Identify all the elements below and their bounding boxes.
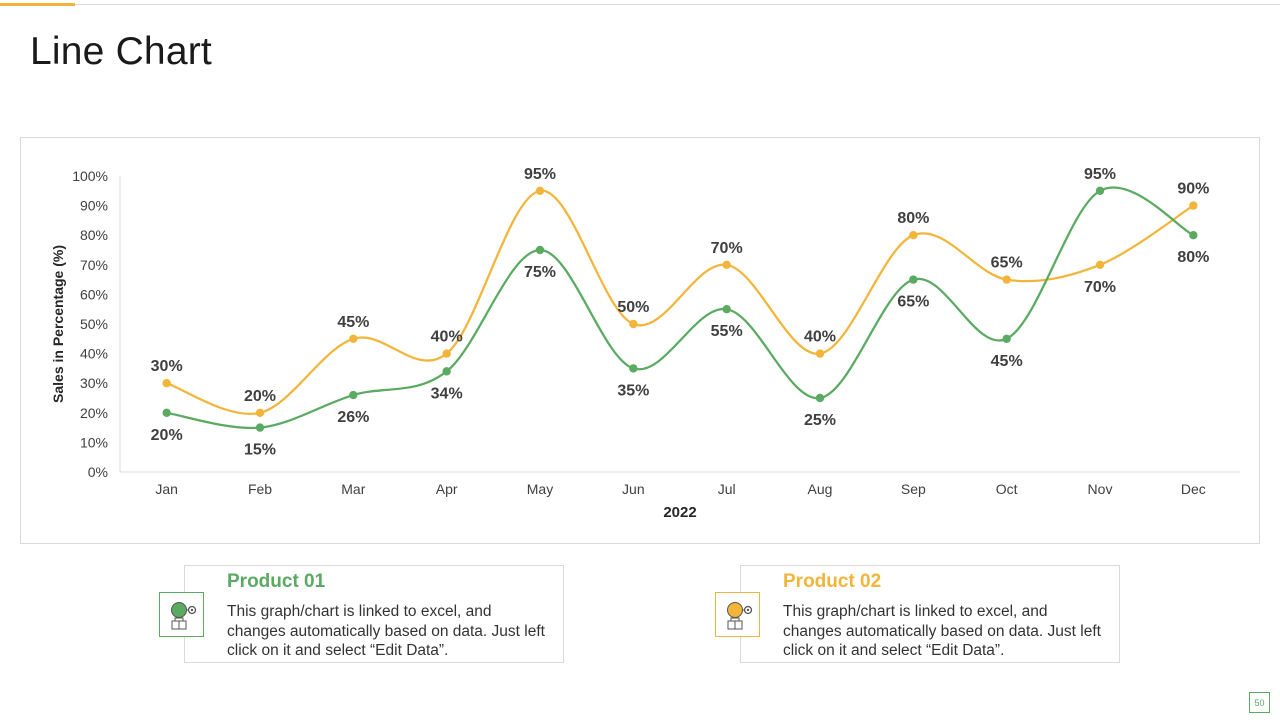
data-label-product-01: 15%: [244, 442, 276, 459]
x-tick-label: Feb: [248, 481, 272, 497]
top-accent-bar: [0, 3, 75, 6]
data-point-product-01: [255, 423, 265, 432]
data-point-product-01: [629, 364, 638, 373]
data-point-product-02: [349, 334, 358, 343]
chart-frame[interactable]: 0% 10% 20% 30% 40% 50% 60% 70% 80% 90% 100% Jan Feb M…: [20, 137, 1260, 544]
data-label-product-02: 50%: [617, 299, 649, 316]
data-label-product-02: 90%: [1177, 181, 1209, 198]
data-label-product-02: 70%: [711, 240, 743, 257]
data-label-product-01: 75%: [524, 264, 556, 281]
x-tick-label: Apr: [436, 481, 458, 497]
line-chart[interactable]: 0% 10% 20% 30% 40% 50% 60% 70% 80% 90% 100% Jan Feb M…: [21, 138, 1259, 543]
x-tick-label: Jul: [718, 481, 736, 497]
y-tick-label: 60%: [80, 286, 108, 302]
y-tick-label: 70%: [80, 257, 108, 273]
data-label-product-02: 95%: [524, 166, 556, 183]
y-tick-label: 80%: [80, 227, 108, 243]
x-tick-label: Aug: [808, 481, 833, 497]
data-label-product-01: 65%: [897, 294, 929, 311]
data-point-product-02: [1095, 260, 1105, 269]
x-tick-label: Jun: [622, 481, 645, 497]
top-divider: [0, 4, 1280, 5]
x-tick-label: Oct: [996, 481, 1018, 497]
product-01-description: This graph/chart is linked to excel, and…: [227, 603, 545, 659]
product-02-description: This graph/chart is linked to excel, and…: [783, 603, 1101, 659]
x-tick-label: Jan: [155, 481, 178, 497]
data-point-product-02: [255, 408, 265, 417]
data-point-product-02: [629, 319, 638, 329]
y-tick-label: 50%: [80, 316, 108, 332]
data-point-product-02: [722, 260, 731, 269]
y-tick-label: 30%: [80, 375, 108, 391]
data-label-product-01: 95%: [1084, 166, 1116, 183]
data-point-product-01: [349, 390, 358, 400]
data-label-product-02: 30%: [151, 358, 183, 375]
x-tick-label: Dec: [1181, 481, 1206, 497]
page-number: 50: [1249, 692, 1270, 713]
data-point-product-01: [442, 367, 451, 376]
data-label-product-02: 20%: [244, 388, 276, 405]
data-point-product-02: [442, 349, 451, 358]
data-label-product-02: 40%: [804, 329, 836, 346]
product-02-title: Product 02: [783, 571, 882, 592]
data-label-product-01: 35%: [617, 382, 649, 399]
data-point-product-02: [1002, 275, 1011, 284]
y-tick-label: 10%: [80, 434, 108, 450]
data-point-product-01: [722, 305, 731, 314]
x-tick-label: Sep: [901, 481, 926, 497]
data-label-product-02: 80%: [897, 210, 929, 227]
lightbulb-gear-icon: [170, 601, 196, 629]
data-point-product-01: [909, 275, 918, 284]
data-point-product-01: [1189, 231, 1198, 240]
data-label-product-01: 26%: [337, 409, 369, 426]
page-title: Line Chart: [30, 30, 212, 73]
data-point-product-01: [1002, 334, 1011, 343]
data-label-product-01: 25%: [804, 412, 836, 429]
y-tick-label: 20%: [80, 405, 108, 421]
data-label-product-02: 65%: [991, 255, 1023, 272]
data-label-product-02: 45%: [337, 314, 369, 331]
y-tick-label: 40%: [80, 346, 108, 362]
data-label-product-01: 20%: [151, 427, 183, 444]
y-axis-title: Sales in Percentage (%): [50, 245, 66, 403]
data-point-product-02: [909, 231, 918, 240]
product-01-title: Product 01: [227, 571, 326, 592]
data-label-product-02: 70%: [1084, 279, 1116, 296]
product-02-card: Product 02 This graph/chart is linked to…: [715, 565, 1120, 663]
data-point-product-02: [162, 379, 171, 388]
x-axis-title: 2022: [663, 504, 696, 521]
series-line-product-01: [166, 186, 1194, 430]
x-tick-label: Mar: [341, 481, 365, 497]
y-tick-label: 100%: [72, 168, 108, 184]
y-tick-label: 90%: [80, 198, 108, 214]
data-point-product-02: [535, 186, 545, 195]
y-tick-label: 0%: [88, 464, 108, 480]
x-tick-label: May: [527, 481, 553, 497]
data-point-product-02: [815, 349, 825, 358]
product-02-icon-box: [715, 592, 760, 637]
data-label-product-01: 45%: [991, 353, 1023, 370]
data-point-product-01: [1095, 186, 1105, 195]
data-point-product-01: [535, 245, 545, 255]
data-label-product-01: 80%: [1177, 249, 1209, 266]
product-01-card: Product 01 This graph/chart is linked to…: [159, 565, 564, 663]
lightbulb-gear-icon: [726, 601, 752, 629]
data-point-product-02: [1189, 201, 1198, 210]
series-line-product-02: [166, 189, 1194, 416]
product-01-icon-box: [159, 592, 204, 637]
data-label-product-02: 40%: [431, 329, 463, 346]
data-point-product-01: [815, 393, 825, 403]
data-point-product-01: [162, 408, 171, 417]
data-label-product-01: 55%: [711, 323, 743, 340]
x-tick-label: Nov: [1088, 481, 1113, 497]
data-label-product-01: 34%: [431, 385, 463, 402]
